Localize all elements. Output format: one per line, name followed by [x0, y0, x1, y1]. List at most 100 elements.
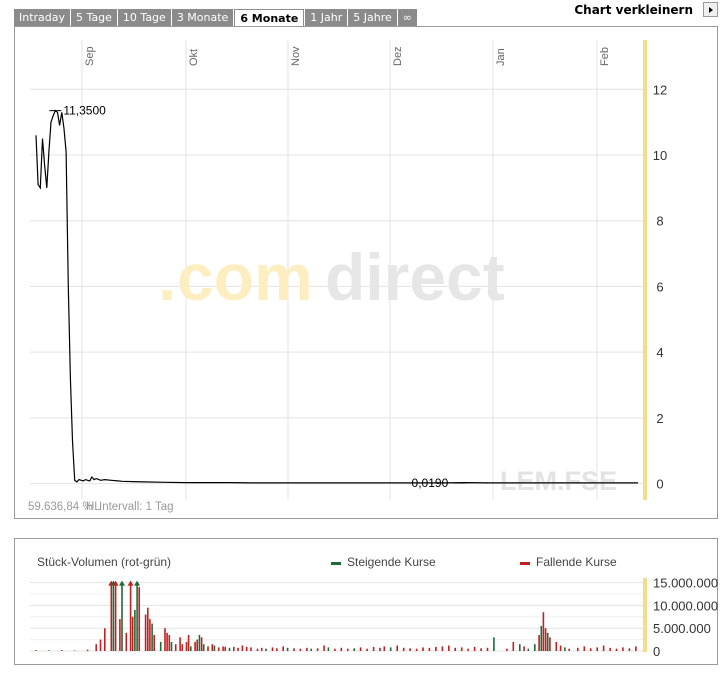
volume-bar [61, 650, 63, 651]
volume-bar [596, 647, 598, 651]
volume-bar [454, 647, 456, 651]
volume-bar [602, 645, 605, 651]
volume-bar [73, 650, 76, 651]
volume-bar [114, 582, 117, 651]
volume-bar [99, 639, 102, 651]
volume-bar [523, 646, 525, 651]
y-tick-label: 8 [656, 214, 663, 229]
volume-bar [519, 644, 521, 651]
volume-bar [577, 647, 579, 651]
tab-0[interactable]: Intraday [14, 9, 71, 26]
price-grid: Sep Okt Nov Dez Jan Feb 0 2 4 6 8 10 12 [30, 40, 667, 500]
volume-bar [506, 648, 508, 651]
volume-bar [48, 650, 50, 651]
ticker-watermark: LEM.FSE [500, 466, 617, 496]
volume-overflow-arrow [119, 580, 125, 586]
tab-1[interactable]: 5 Tage [71, 9, 117, 26]
watermark-direct: direct [325, 240, 505, 314]
volume-bar [473, 646, 476, 651]
tab-5[interactable]: 1 Jahr [305, 9, 348, 26]
volume-overflow-arrow [127, 580, 134, 586]
volume-bar [271, 647, 274, 651]
volume-bar [546, 632, 549, 652]
volume-y-tick-label: 10.000.000 [653, 598, 718, 613]
volume-bar [559, 645, 562, 651]
volume-bar [190, 646, 192, 651]
y-tick-label: 2 [656, 411, 663, 426]
volume-bar [538, 635, 540, 651]
volume-bar [211, 644, 214, 651]
y-tick-label: 12 [653, 82, 667, 97]
volume-overflow-arrow [134, 580, 141, 586]
volume-bar [306, 647, 308, 651]
volume-bar [260, 647, 263, 651]
volume-bar [402, 647, 405, 651]
volume-bar [534, 644, 536, 651]
x-tick-label: Sep [84, 46, 96, 66]
volume-bar [174, 644, 177, 651]
x-tick-label: Feb [599, 47, 611, 66]
period-tabs: Intraday 5 Tage 10 Tage 3 Monate 6 Monate 1 J… [14, 9, 418, 28]
volume-bar [527, 648, 530, 651]
volume-bar [194, 641, 196, 651]
volume-bar [265, 648, 267, 651]
volume-y-axis-bar [643, 578, 647, 652]
price-y-axis-bar [643, 40, 647, 500]
volume-chart-frame [14, 538, 718, 665]
volume-bar [136, 582, 138, 651]
volume-bar [422, 647, 424, 651]
y-tick-label: 6 [656, 279, 663, 294]
legend-down-label: Fallende Kurse [536, 555, 617, 569]
volume-bar [334, 648, 336, 651]
footer-change: 59.636,84 % [28, 501, 93, 513]
volume-bar [181, 644, 183, 651]
tab-2[interactable]: 10 Tage [117, 9, 171, 26]
volume-y-tick-label: 15.000.000 [653, 576, 718, 591]
volume-bar [396, 645, 398, 651]
tab-4[interactable]: 6 Monate [234, 9, 305, 28]
volume-bar [366, 648, 368, 651]
price-chart-frame [14, 26, 718, 519]
footer-hl: HL [86, 501, 101, 513]
triangle-right-icon[interactable] [703, 2, 718, 17]
volume-bar [448, 645, 450, 651]
volume-bar [480, 648, 482, 651]
volume-bar [359, 647, 362, 651]
volume-bar [185, 641, 188, 651]
annotation-label: 0,0190 [412, 476, 449, 490]
volume-bar [129, 582, 132, 651]
watermark-com: com [177, 240, 313, 314]
volume-title: Stück-Volumen (rot-grün) [37, 555, 171, 569]
volume-bar [428, 647, 431, 651]
footer-interval: Intervall: 1 Tag [99, 501, 174, 513]
volume-y-tick-label: 0 [653, 644, 660, 659]
price-line [35, 109, 638, 484]
legend-up-swatch [331, 562, 341, 565]
volume-bar [256, 648, 259, 651]
volume-bar [622, 647, 624, 651]
volume-bar [202, 644, 205, 651]
tab-6[interactable]: 5 Jahre [348, 9, 397, 26]
volume-bar [224, 646, 226, 651]
volume-bar [121, 582, 123, 651]
volume-bar [228, 647, 231, 651]
tab-3[interactable]: 3 Monate [171, 9, 234, 26]
volume-bar [353, 648, 355, 651]
x-tick-label: Dez [392, 46, 404, 66]
chart-shrink-label[interactable]: Chart verkleinern [574, 2, 693, 17]
volume-bar [282, 646, 284, 651]
volume-bar [151, 623, 153, 651]
volume-bar [170, 641, 173, 651]
price-line-group [35, 109, 638, 484]
chart-shrink-control[interactable]: Chart verkleinern [574, 2, 718, 17]
volume-bar [512, 641, 515, 651]
tab-7[interactable]: ∞ [397, 9, 417, 26]
volume-bar [615, 648, 618, 651]
volume-bar [286, 647, 289, 651]
volume-overflow-arrow [112, 580, 119, 586]
volume-bar [549, 637, 551, 651]
x-tick-label: Okt [188, 49, 200, 66]
volume-bar [435, 646, 437, 651]
volume-bar [95, 644, 97, 651]
legend-down-swatch [520, 562, 530, 565]
